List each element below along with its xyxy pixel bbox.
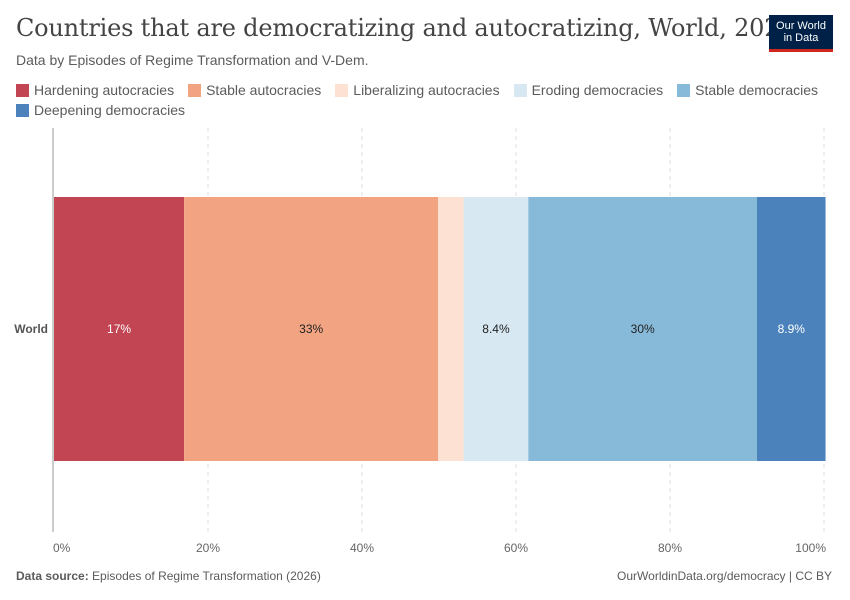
bar-segment [54, 197, 185, 461]
legend-swatch [513, 83, 527, 97]
category-label: World [14, 322, 48, 336]
data-label: 8.4% [482, 322, 510, 336]
bar-segment [438, 197, 464, 461]
bar-segment [528, 197, 758, 461]
data-source: Data source: Episodes of Regime Transfor… [16, 569, 321, 583]
bar-segment [184, 197, 439, 461]
data-label: 30% [631, 322, 655, 336]
legend-label: Eroding democracies [531, 82, 664, 98]
legend-label: Hardening autocracies [34, 82, 175, 98]
x-tick-label: 80% [658, 541, 682, 555]
legend-item[interactable]: Liberalizing autocracies [335, 81, 500, 99]
legend-label: Liberalizing autocracies [353, 82, 500, 98]
footer-link[interactable]: OurWorldinData.org/democracy | CC BY [617, 569, 832, 583]
owid-logo[interactable]: Our World in Data [769, 15, 833, 52]
bar-segment [463, 197, 529, 461]
chart-title: Countries that are democratizing and aut… [16, 14, 795, 42]
legend-swatch [16, 103, 29, 117]
legend-swatch [16, 83, 29, 97]
x-tick-label: 100% [795, 541, 826, 555]
legend-swatch [677, 83, 691, 97]
x-tick-label: 0% [53, 541, 71, 555]
legend-swatch [188, 83, 202, 97]
data-label: 33% [299, 322, 323, 336]
legend-label: Deepening democracies [34, 102, 185, 118]
data-source-text[interactable]: Episodes of Regime Transformation (2026) [92, 569, 321, 583]
data-label: 17% [107, 322, 131, 336]
legend-item[interactable]: Hardening autocracies [16, 81, 174, 99]
legend-item[interactable]: Eroding democracies [513, 81, 664, 99]
legend-label: Stable democracies [695, 82, 819, 98]
legend: Hardening autocracies Stable autocracies L… [16, 81, 836, 119]
legend-swatch [335, 83, 349, 97]
data-label: 8.9% [778, 322, 806, 336]
legend-item[interactable]: Stable autocracies [188, 81, 321, 99]
logo-line-1: Our World [776, 20, 826, 32]
legend-label: Stable autocracies [206, 82, 322, 98]
bar-segment [757, 197, 826, 461]
legend-item[interactable]: Stable democracies [677, 81, 818, 99]
x-tick-label: 60% [504, 541, 528, 555]
x-tick-label: 20% [196, 541, 220, 555]
data-source-label: Data source: [16, 569, 89, 583]
x-tick-label: 40% [350, 541, 374, 555]
legend-item[interactable]: Deepening democracies [16, 101, 185, 119]
logo-line-2: in Data [783, 32, 819, 44]
chart-subtitle: Data by Episodes of Regime Transformatio… [16, 52, 369, 68]
